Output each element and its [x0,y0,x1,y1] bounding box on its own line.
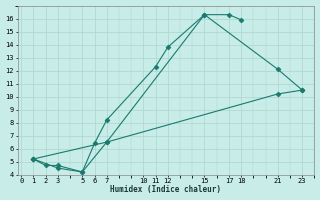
X-axis label: Humidex (Indice chaleur): Humidex (Indice chaleur) [110,185,221,194]
